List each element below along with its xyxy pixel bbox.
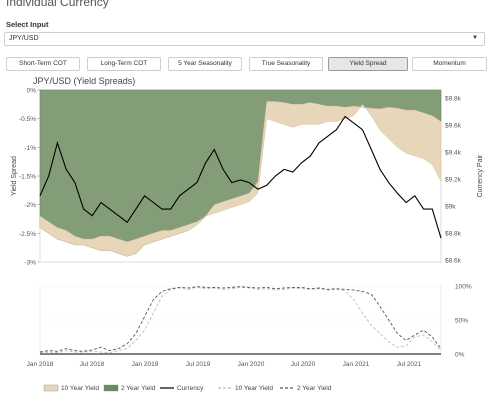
legend-swatch [43,384,59,392]
x-tick-label: Jul 2019 [186,361,211,368]
x-tick-label: Jan 2021 [343,361,370,368]
legend-label[interactable]: Currency [177,385,204,392]
chart-title: JPY/USD (Yield Spreads) [33,76,135,86]
legend-label[interactable]: 2 Year Yield [121,385,156,392]
series-10-year-yield-area [39,101,442,257]
y-tick-label: -1.5% [19,174,36,181]
chart-legend: 10 Year Yield 2 Year Yield Currency 10 Year… [43,384,332,392]
x-tick-label: Jul 2021 [397,361,422,368]
top-panel: JPY/USD (Yield Spreads) 0% -0.5% -1% -1.5% -2… [11,76,484,267]
x-tick-label: Jul 2020 [291,361,316,368]
bottom-y-tick-label: 100% [455,284,472,291]
bottom-y-tick-label: 50% [455,318,468,325]
bottom-series-line [39,286,442,353]
y2-tick-label: $9.6k [445,123,462,130]
x-tick-label: Jan 2019 [132,361,159,368]
tab-long-term-cot[interactable]: Long-Term COT [87,57,161,71]
tab-5-year-seasonality[interactable]: 5 Year Seasonality [168,57,242,71]
yield-spread-chart: JPY/USD (Yield Spreads) 0% -0.5% -1% -1.5% -2… [0,72,495,400]
tab-momentum[interactable]: Momentum [412,57,487,71]
tab-yield-spread[interactable]: Yield Spread [328,57,408,71]
y-tick-label: -0.5% [19,116,36,123]
y2-axis-label: Currency Pair [477,154,484,197]
y-axis-label: Yield Spread [11,156,18,196]
y2-tick-label: $8.8k [445,231,462,238]
chart-canvas: JPY/USD (Yield Spreads) 0% -0.5% -1% -1.5% -2… [11,76,484,392]
currency-select[interactable]: JPY/USD ▼ [4,32,485,46]
tab-true-seasonality[interactable]: True Seasonality [249,57,323,71]
y2-tick-label: $9.4k [445,150,462,157]
currency-select-value: JPY/USD [9,35,39,42]
legend-label[interactable]: 10 Year Yield [61,385,99,392]
y2-tick-label: $9.8k [445,96,462,103]
bottom-panel: 100% 50% 0% Jan 2018 Jul 2018 Jan 2019 Jul 201… [27,284,472,369]
x-tick-label: Jul 2018 [80,361,105,368]
legend-label[interactable]: 2 Year Yield [297,385,332,392]
legend-swatch [103,384,119,392]
chevron-down-icon[interactable]: ▼ [472,35,478,41]
series-currency-line [39,115,442,239]
page-title: Individual Currency [6,0,109,9]
y-tick-label: 0% [27,88,37,95]
legend-label[interactable]: 10 Year Yield [235,385,273,392]
y2-tick-label: $8.6k [445,258,462,265]
bottom-series-line [39,286,442,354]
y-tick-label: -2% [24,202,36,209]
bottom-y-tick-label: 0% [455,352,465,359]
tab-bar: Short-Term COT Long-Term COT 5 Year Seas… [6,57,487,71]
y-tick-label: -3% [24,260,36,267]
x-tick-label: Jan 2020 [238,361,265,368]
y-tick-label: -1% [24,145,36,152]
y-tick-label: -2.5% [19,231,36,238]
x-tick-label: Jan 2018 [27,361,54,368]
select-input-label: Select Input [6,20,49,29]
tab-short-term-cot[interactable]: Short-Term COT [6,57,80,71]
y2-tick-label: $9k [445,204,456,211]
y2-tick-label: $9.2k [445,177,462,184]
